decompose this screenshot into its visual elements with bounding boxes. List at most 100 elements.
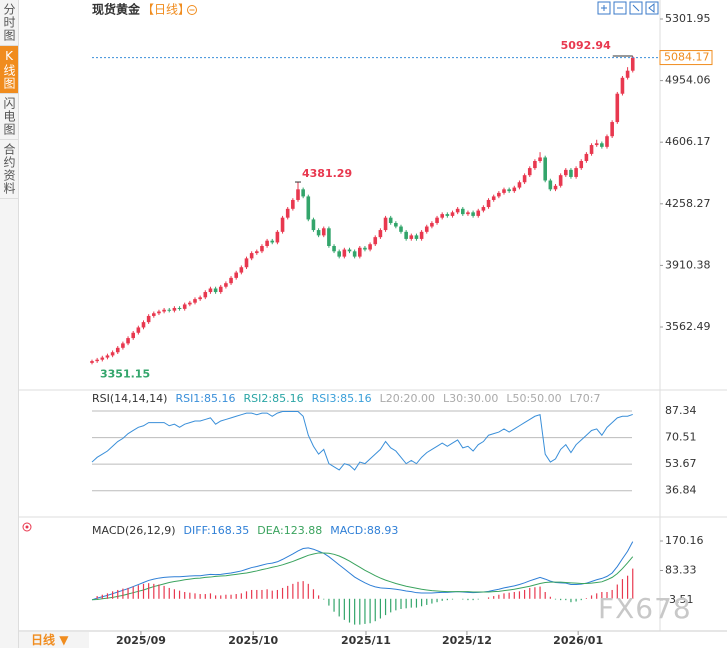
candle-body bbox=[136, 327, 141, 333]
period-tab[interactable]: 日线 ▼ bbox=[19, 632, 89, 648]
candle-body bbox=[481, 207, 486, 211]
tool-glyph bbox=[601, 2, 655, 14]
tab[interactable]: K线图 bbox=[0, 46, 18, 94]
y-tick-label: 53.67 bbox=[665, 457, 697, 470]
tool-button[interactable] bbox=[645, 1, 659, 15]
candle-body bbox=[533, 161, 537, 169]
candle-body bbox=[121, 343, 125, 348]
candle-body bbox=[224, 283, 228, 287]
candle-body bbox=[615, 93, 620, 123]
candle-body bbox=[440, 214, 444, 218]
legend-entry: RSI1:85.16 bbox=[175, 392, 235, 405]
last-price-label: 5084.17 bbox=[664, 51, 710, 64]
high-label: 4381.29 bbox=[302, 167, 352, 180]
candle-body bbox=[193, 299, 197, 303]
candle-body bbox=[157, 311, 161, 314]
legend-entry: L50:50.00 bbox=[506, 392, 561, 405]
legend-entry: L20:20.00 bbox=[380, 392, 435, 405]
candle-body bbox=[90, 361, 94, 363]
candle-body bbox=[414, 235, 419, 239]
candle-body bbox=[270, 240, 275, 243]
tool-button[interactable] bbox=[613, 1, 627, 15]
candle-body bbox=[342, 249, 347, 257]
candle-body bbox=[507, 189, 511, 192]
candle-body bbox=[512, 187, 517, 192]
candle-body bbox=[321, 228, 326, 236]
candle-body bbox=[239, 267, 244, 273]
tool-button[interactable] bbox=[597, 1, 611, 15]
candle-body bbox=[399, 226, 403, 232]
collapse-icon[interactable] bbox=[187, 5, 197, 15]
candle-body bbox=[244, 258, 249, 268]
candle-body bbox=[105, 355, 110, 358]
candle-body bbox=[548, 180, 553, 190]
candle-body bbox=[146, 315, 151, 323]
rsi-line bbox=[91, 411, 633, 471]
candle-body bbox=[234, 272, 238, 278]
legend-entry: DIFF:168.35 bbox=[184, 524, 250, 537]
chart-subtitle: 【日线】 bbox=[142, 3, 190, 17]
candle-body bbox=[450, 212, 455, 216]
candle-body bbox=[527, 168, 532, 176]
candle-body bbox=[162, 309, 166, 312]
candle-body bbox=[558, 175, 563, 186]
candle-body bbox=[471, 212, 475, 216]
candle-body bbox=[95, 359, 99, 362]
candle-body bbox=[152, 313, 156, 316]
y-tick-label: 170.16 bbox=[665, 534, 704, 547]
candle-body bbox=[553, 185, 558, 190]
candle-body bbox=[141, 322, 146, 328]
candle-body bbox=[502, 189, 506, 193]
candle-body bbox=[404, 231, 408, 239]
candle-body bbox=[579, 161, 584, 169]
candle-body bbox=[424, 226, 429, 232]
tab[interactable]: 分时图 bbox=[0, 0, 18, 46]
settings-icon[interactable] bbox=[22, 522, 32, 532]
candle-body bbox=[600, 143, 604, 147]
candle-body bbox=[589, 145, 594, 154]
y-tick-label: 4954.06 bbox=[665, 74, 711, 87]
candle-body bbox=[218, 286, 223, 293]
high-label: 5092.94 bbox=[561, 39, 611, 52]
candle-body bbox=[115, 347, 120, 353]
y-tick-label: 3562.49 bbox=[665, 320, 711, 333]
candle-body bbox=[373, 237, 378, 245]
candle-body bbox=[208, 288, 213, 293]
low-label: 3351.15 bbox=[100, 367, 150, 380]
candle-body bbox=[296, 189, 300, 200]
candle-body bbox=[522, 175, 527, 183]
candle-body bbox=[363, 247, 367, 250]
candle-body bbox=[275, 231, 280, 243]
y-tick-label: 3910.38 bbox=[665, 258, 711, 271]
candle-body bbox=[491, 196, 496, 200]
tab[interactable]: 合约资料 bbox=[0, 140, 18, 199]
legend-entry: RSI2:85.16 bbox=[244, 392, 304, 405]
candle-body bbox=[476, 210, 481, 216]
candle-body bbox=[378, 230, 383, 238]
candle-body bbox=[291, 199, 295, 209]
candle-body bbox=[368, 244, 372, 250]
x-tick-label: 2025/12 bbox=[442, 634, 492, 647]
candle-body bbox=[445, 214, 450, 216]
sidebar: 分时图 K线图 闪电图 合约资料 bbox=[0, 0, 19, 648]
tool-button[interactable] bbox=[629, 1, 643, 15]
macd-line bbox=[91, 541, 634, 601]
y-tick-label: 5301.95 bbox=[665, 12, 711, 25]
macd-line bbox=[91, 552, 634, 601]
candle-body bbox=[419, 231, 424, 239]
candle-body bbox=[203, 292, 208, 298]
x-tick-label: 2025/09 bbox=[116, 634, 166, 647]
candle-body bbox=[455, 208, 460, 213]
toolbar bbox=[597, 1, 659, 15]
candle-body bbox=[311, 219, 316, 231]
candle-body bbox=[229, 277, 233, 284]
candle-body bbox=[188, 302, 192, 305]
candle-body bbox=[394, 222, 398, 227]
candle-body bbox=[409, 235, 414, 239]
tab[interactable]: 闪电图 bbox=[0, 94, 18, 140]
candle-body bbox=[332, 245, 336, 252]
candle-body bbox=[126, 338, 130, 344]
y-tick-label: 36.84 bbox=[665, 484, 697, 497]
candle-body bbox=[249, 253, 254, 259]
